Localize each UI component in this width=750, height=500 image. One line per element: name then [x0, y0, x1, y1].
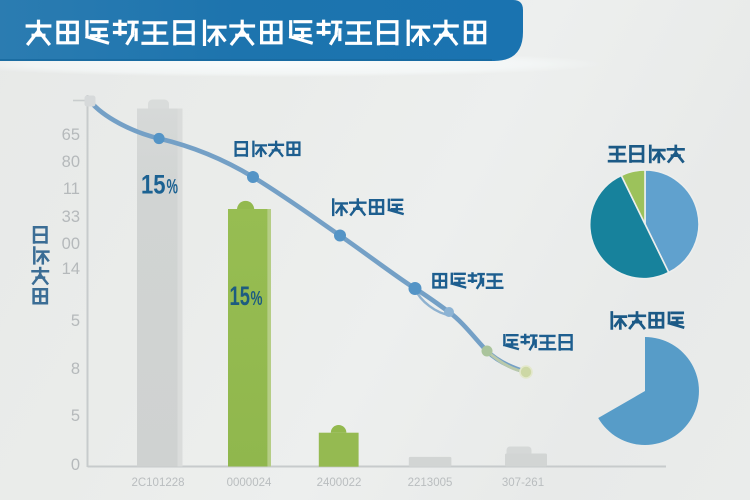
- svg-text:2400022: 2400022: [317, 477, 362, 489]
- svg-text:307-261: 307-261: [502, 477, 544, 489]
- svg-text:0: 0: [71, 456, 80, 474]
- svg-text:8: 8: [71, 360, 80, 378]
- svg-text:00: 00: [62, 235, 80, 253]
- svg-text:15: 15: [230, 281, 251, 311]
- svg-text:80: 80: [62, 153, 80, 171]
- svg-text:33: 33: [62, 208, 80, 226]
- svg-text:5: 5: [71, 407, 80, 425]
- svg-text:11: 11: [63, 180, 80, 198]
- svg-text:15: 15: [141, 170, 166, 200]
- svg-text:5: 5: [71, 312, 80, 330]
- svg-text:%: %: [167, 176, 179, 199]
- svg-text:0000024: 0000024: [227, 477, 272, 489]
- svg-text:%: %: [251, 287, 263, 310]
- svg-text:65: 65: [62, 126, 80, 144]
- svg-text:2213005: 2213005: [408, 477, 453, 489]
- svg-text:2C101228: 2C101228: [131, 477, 184, 489]
- svg-text:14: 14: [62, 260, 80, 278]
